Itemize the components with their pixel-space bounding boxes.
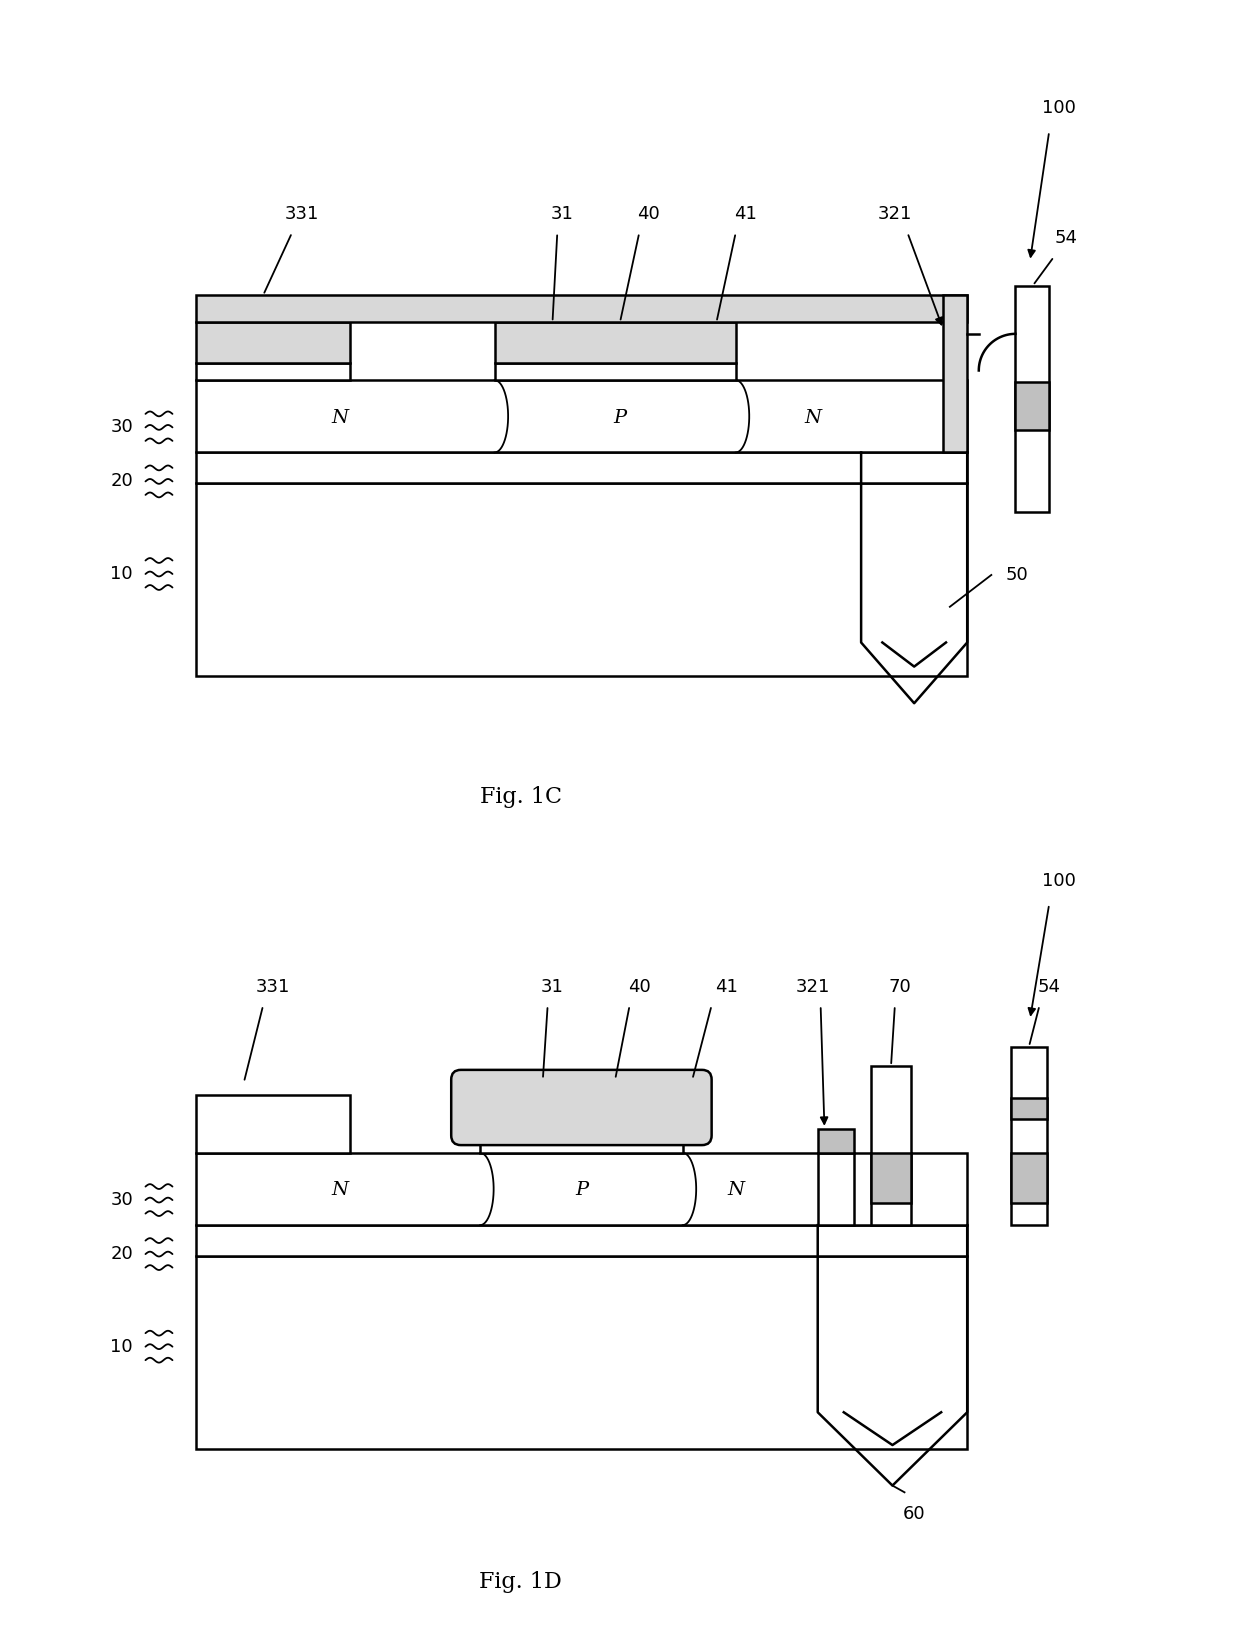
Text: 100: 100 <box>1042 871 1076 889</box>
Text: 321: 321 <box>796 978 830 996</box>
Bar <box>944 296 967 452</box>
Text: 31: 31 <box>551 206 574 224</box>
Text: 10: 10 <box>110 566 133 584</box>
Bar <box>196 1152 967 1225</box>
Text: 331: 331 <box>284 206 319 224</box>
Bar <box>196 452 967 483</box>
Text: 20: 20 <box>110 472 133 490</box>
Bar <box>1011 1047 1048 1225</box>
Text: 321: 321 <box>878 206 913 224</box>
Text: 20: 20 <box>110 1245 133 1263</box>
Bar <box>196 1095 350 1152</box>
Bar <box>870 1065 911 1225</box>
Bar <box>196 380 967 452</box>
Bar <box>1016 381 1049 431</box>
Bar <box>196 322 350 363</box>
Bar <box>196 296 967 322</box>
Text: N: N <box>332 409 348 427</box>
Bar <box>1011 1098 1048 1120</box>
Text: Fig. 1D: Fig. 1D <box>480 1570 562 1593</box>
Text: 40: 40 <box>637 206 661 224</box>
FancyBboxPatch shape <box>451 1070 712 1146</box>
Text: 60: 60 <box>903 1504 925 1522</box>
Bar <box>1011 1152 1048 1203</box>
Text: 100: 100 <box>1042 99 1076 117</box>
Bar <box>196 363 350 380</box>
Text: 54: 54 <box>1038 978 1060 996</box>
Text: 31: 31 <box>541 978 564 996</box>
Text: Fig. 1C: Fig. 1C <box>480 786 562 809</box>
Text: P: P <box>614 409 626 427</box>
Bar <box>196 1225 967 1256</box>
Text: N: N <box>727 1182 744 1200</box>
Text: 41: 41 <box>714 978 738 996</box>
Bar <box>495 363 735 380</box>
Text: 41: 41 <box>734 206 756 224</box>
Bar <box>817 1129 854 1152</box>
Text: 30: 30 <box>110 418 133 436</box>
Text: P: P <box>575 1182 588 1200</box>
Bar <box>1016 286 1049 513</box>
Bar <box>480 1136 683 1152</box>
Bar <box>870 1152 911 1203</box>
Text: N: N <box>805 409 821 427</box>
Bar <box>196 483 967 676</box>
Text: N: N <box>332 1182 348 1200</box>
Text: 10: 10 <box>110 1338 133 1356</box>
Text: 40: 40 <box>627 978 651 996</box>
Text: 30: 30 <box>110 1190 133 1208</box>
Text: 50: 50 <box>1006 566 1028 584</box>
Bar <box>196 1256 967 1448</box>
Text: 70: 70 <box>888 978 911 996</box>
Text: 331: 331 <box>255 978 290 996</box>
Bar <box>817 1152 854 1225</box>
Text: 54: 54 <box>1054 229 1078 247</box>
Bar <box>495 322 735 363</box>
